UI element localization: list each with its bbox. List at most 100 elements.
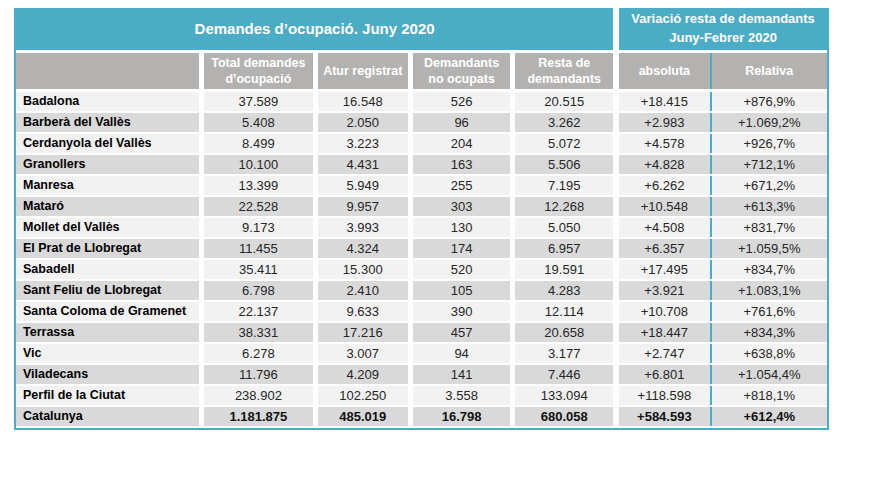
cell-value: +3.921: [616, 280, 710, 301]
cell-value: +4.508: [616, 217, 710, 238]
municipality-name: Manresa: [16, 175, 202, 196]
cell-value: +834,7%: [711, 259, 827, 280]
municipality-name: Barberà del Vallès: [16, 112, 202, 133]
municipality-name: Badalona: [16, 91, 202, 112]
corner-cell: [16, 51, 202, 91]
cell-value: 105: [410, 280, 512, 301]
cell-value: 5.506: [513, 154, 616, 175]
cell-value: +17.495: [616, 259, 710, 280]
table-row: Mollet del Vallès9.1733.9931305.050+4.50…: [16, 217, 827, 238]
cell-value: 6.957: [513, 238, 616, 259]
cell-value: 16.798: [410, 406, 512, 427]
cell-value: 9.957: [315, 196, 410, 217]
report-page: Demandes d’ocupació. Juny 2020 Variació …: [0, 0, 877, 485]
municipality-name: Perfil de la Ciutat: [16, 385, 202, 406]
cell-value: +834,3%: [711, 322, 827, 343]
municipality-name: Mollet del Vallès: [16, 217, 202, 238]
cell-value: 8.499: [202, 133, 315, 154]
cell-value: 255: [410, 175, 512, 196]
cell-value: 3.007: [315, 343, 410, 364]
cell-value: 303: [410, 196, 512, 217]
cell-value: 7.446: [513, 364, 616, 385]
col-header-demandants-no-ocupats: Demandants no ocupats: [410, 51, 512, 91]
cell-value: +2.747: [616, 343, 710, 364]
cell-value: +926,7%: [711, 133, 827, 154]
cell-value: 3.558: [410, 385, 512, 406]
cell-value: 22.137: [202, 301, 315, 322]
cell-value: 11.796: [202, 364, 315, 385]
municipality-name: Terrassa: [16, 322, 202, 343]
table-row: Barberà del Vallès5.4082.050963.262+2.98…: [16, 112, 827, 133]
cell-value: +638,8%: [711, 343, 827, 364]
cell-value: +18.415: [616, 91, 710, 112]
cell-value: 16.548: [315, 91, 410, 112]
municipality-name: Santa Coloma de Gramenet: [16, 301, 202, 322]
cell-value: 6.798: [202, 280, 315, 301]
table-row-total: Catalunya1.181.875485.01916.798680.058+5…: [16, 406, 827, 427]
municipality-name: Vic: [16, 343, 202, 364]
cell-value: +1.059,5%: [711, 238, 827, 259]
cell-value: +818,1%: [711, 385, 827, 406]
cell-value: 9.173: [202, 217, 315, 238]
cell-value: 38.331: [202, 322, 315, 343]
cell-value: 15.300: [315, 259, 410, 280]
cell-value: +1.054,4%: [711, 364, 827, 385]
cell-value: +4.828: [616, 154, 710, 175]
cell-value: +761,6%: [711, 301, 827, 322]
col-header-variacio-relativa: Relativa: [711, 51, 827, 91]
table-row: Vic6.2783.007943.177+2.747+638,8%: [16, 343, 827, 364]
cell-value: 7.195: [513, 175, 616, 196]
cell-value: +18.447: [616, 322, 710, 343]
cell-value: 96: [410, 112, 512, 133]
municipality-name: El Prat de Llobregat: [16, 238, 202, 259]
variation-title-line2: Juny-Febrer 2020: [621, 29, 825, 48]
cell-value: 20.515: [513, 91, 616, 112]
cell-value: +584.593: [616, 406, 710, 427]
col-header-total-demandes: Total demandes d’ocupació: [202, 51, 315, 91]
cell-value: 3.223: [315, 133, 410, 154]
cell-value: 2.410: [315, 280, 410, 301]
cell-value: 3.177: [513, 343, 616, 364]
table-row: Cerdanyola del Vallès8.4993.2232045.072+…: [16, 133, 827, 154]
table-row: Sant Feliu de Llobregat6.7982.4101054.28…: [16, 280, 827, 301]
cell-value: 457: [410, 322, 512, 343]
data-table: Demandes d’ocupació. Juny 2020 Variació …: [16, 8, 827, 428]
cell-value: +4.578: [616, 133, 710, 154]
cell-value: 11.455: [202, 238, 315, 259]
cell-value: 680.058: [513, 406, 616, 427]
table-row: Perfil de la Ciutat238.902102.2503.55813…: [16, 385, 827, 406]
cell-value: 17.216: [315, 322, 410, 343]
table-row: Santa Coloma de Gramenet22.1379.63339012…: [16, 301, 827, 322]
col-header-variacio-absoluta: absoluta: [616, 51, 710, 91]
cell-value: +613,3%: [711, 196, 827, 217]
cell-value: 238.902: [202, 385, 315, 406]
municipality-name: Sant Feliu de Llobregat: [16, 280, 202, 301]
cell-value: 3.262: [513, 112, 616, 133]
cell-value: 485.019: [315, 406, 410, 427]
cell-value: 3.993: [315, 217, 410, 238]
municipality-name: Granollers: [16, 154, 202, 175]
employment-demands-table: Demandes d’ocupació. Juny 2020 Variació …: [14, 8, 829, 430]
table-row: Terrassa38.33117.21645720.658+18.447+834…: [16, 322, 827, 343]
cell-value: 5.408: [202, 112, 315, 133]
cell-value: 12.268: [513, 196, 616, 217]
cell-value: 19.591: [513, 259, 616, 280]
cell-value: 174: [410, 238, 512, 259]
municipality-name: Mataró: [16, 196, 202, 217]
cell-value: 1.181.875: [202, 406, 315, 427]
cell-value: 4.209: [315, 364, 410, 385]
table-row: Mataró22.5289.95730312.268+10.548+613,3%: [16, 196, 827, 217]
cell-value: 13.399: [202, 175, 315, 196]
variation-title: Variació resta de demandants Juny-Febrer…: [616, 8, 827, 51]
cell-value: +6.262: [616, 175, 710, 196]
cell-value: 9.633: [315, 301, 410, 322]
table-row: Granollers10.1004.4311635.506+4.828+712,…: [16, 154, 827, 175]
cell-value: 102.250: [315, 385, 410, 406]
table-title: Demandes d’ocupació. Juny 2020: [16, 8, 616, 51]
cell-value: 526: [410, 91, 512, 112]
cell-value: 5.949: [315, 175, 410, 196]
cell-value: +10.708: [616, 301, 710, 322]
cell-value: 2.050: [315, 112, 410, 133]
cell-value: +1.069,2%: [711, 112, 827, 133]
column-header-row: Total demandes d’ocupació Atur registrat…: [16, 51, 827, 91]
